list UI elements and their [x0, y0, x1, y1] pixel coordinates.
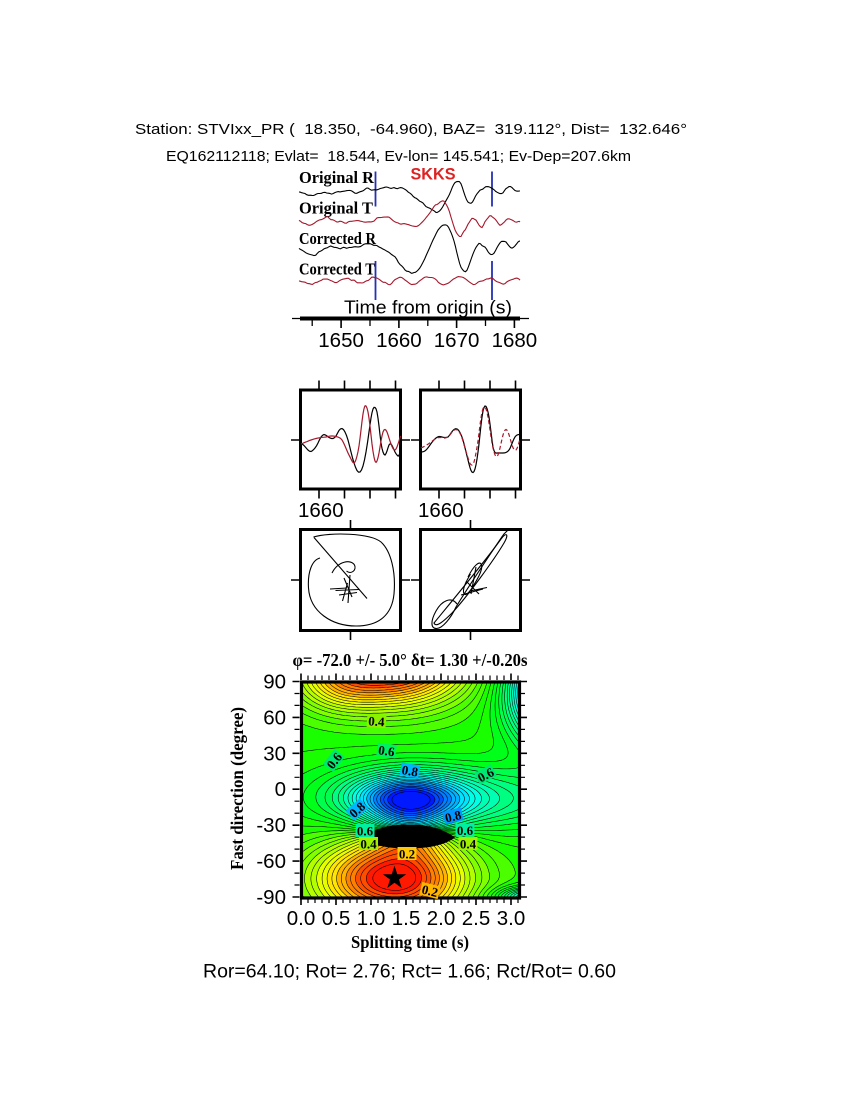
- svg-text:2.0: 2.0: [427, 907, 456, 930]
- svg-text:0.4: 0.4: [360, 836, 377, 851]
- svg-text:Ror=64.10; Rot= 2.76; Rct= 1.6: Ror=64.10; Rot= 2.76; Rct= 1.66; Rct/Rot…: [203, 961, 616, 983]
- svg-text:1670: 1670: [434, 329, 480, 352]
- svg-text:1650: 1650: [318, 329, 364, 352]
- svg-text:0.4: 0.4: [460, 836, 477, 851]
- svg-text:1680: 1680: [492, 329, 538, 352]
- svg-text:-30: -30: [256, 814, 286, 837]
- svg-text:0.8: 0.8: [443, 807, 463, 826]
- svg-text:1660: 1660: [376, 329, 422, 352]
- svg-text:0.6: 0.6: [357, 823, 374, 838]
- svg-text:0.5: 0.5: [322, 907, 351, 930]
- svg-text:-90: -90: [256, 886, 286, 909]
- svg-text:Time from origin (s): Time from origin (s): [344, 297, 512, 318]
- svg-text:Station: STVIxx_PR ( 18.350,: Station: STVIxx_PR ( 18.350, -64.960), B…: [135, 121, 687, 138]
- svg-text:0.2: 0.2: [420, 882, 439, 900]
- svg-text:Original R: Original R: [299, 168, 375, 187]
- svg-text:0: 0: [275, 778, 286, 801]
- svg-text:0.0: 0.0: [287, 907, 316, 930]
- svg-text:3.0: 3.0: [497, 907, 526, 930]
- svg-text:φ= -72.0 +/- 5.0° δt= 1.30 +/-: φ= -72.0 +/- 5.0° δt= 1.30 +/-0.20s: [293, 650, 528, 670]
- svg-text:30: 30: [263, 742, 286, 765]
- svg-text:0.4: 0.4: [368, 713, 386, 729]
- svg-text:0.6: 0.6: [377, 742, 396, 759]
- svg-text:Corrected T: Corrected T: [299, 260, 376, 279]
- svg-text:90: 90: [263, 671, 286, 694]
- svg-text:Corrected R: Corrected R: [299, 229, 377, 248]
- svg-text:1.5: 1.5: [392, 907, 421, 930]
- svg-text:0.2: 0.2: [399, 846, 415, 861]
- svg-text:EQ162112118; Evlat= 18.544, E: EQ162112118; Evlat= 18.544, Ev-lon= 145.…: [166, 148, 631, 165]
- svg-text:1.0: 1.0: [357, 907, 386, 930]
- svg-text:Splitting time (s): Splitting time (s): [351, 932, 469, 952]
- svg-text:1660: 1660: [418, 499, 464, 522]
- svg-text:SKKS: SKKS: [411, 166, 456, 184]
- svg-text:Original T: Original T: [299, 199, 374, 218]
- svg-text:2.5: 2.5: [462, 907, 491, 930]
- svg-text:0.6: 0.6: [457, 823, 474, 838]
- svg-text:0.8: 0.8: [401, 762, 420, 780]
- svg-text:1660: 1660: [298, 499, 344, 522]
- svg-text:60: 60: [263, 706, 286, 729]
- svg-text:Fast direction (degree): Fast direction (degree): [227, 707, 247, 870]
- svg-text:-60: -60: [256, 850, 286, 873]
- svg-text:0.6: 0.6: [475, 764, 497, 785]
